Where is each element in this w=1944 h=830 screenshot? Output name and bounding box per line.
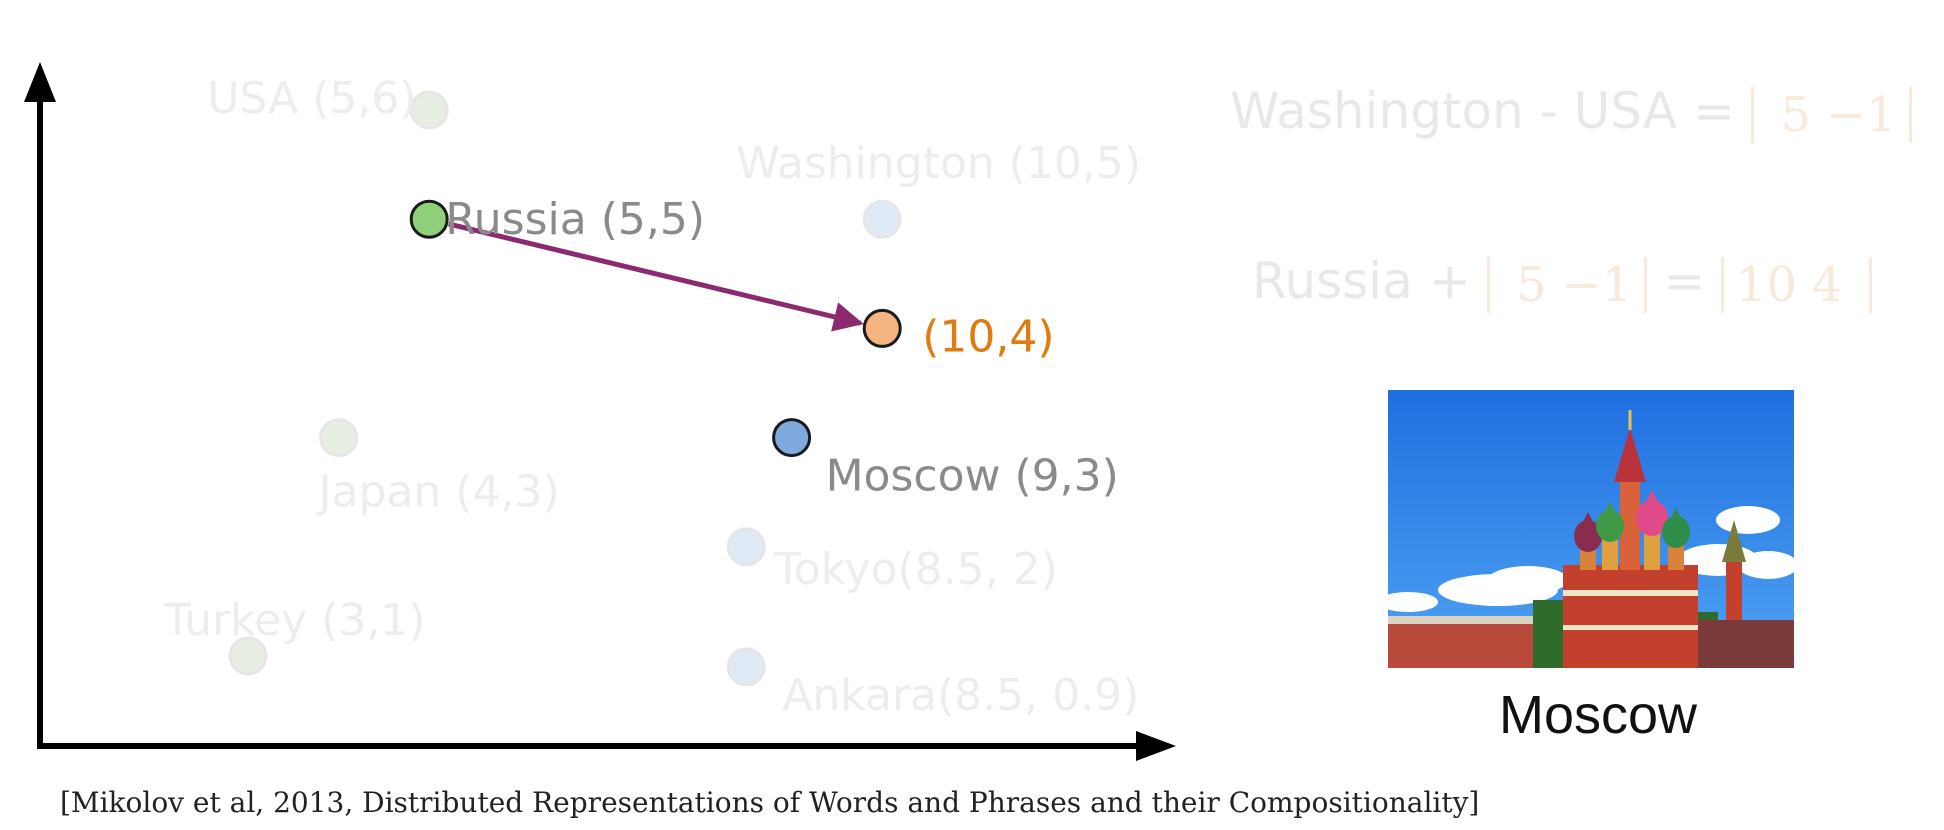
point-label: Turkey (3,1) bbox=[163, 595, 426, 646]
point-label: Japan (4,3) bbox=[316, 467, 560, 518]
data-point bbox=[409, 199, 449, 239]
point-label: Ankara(8.5, 0.9) bbox=[782, 670, 1139, 721]
vector-component: 4 bbox=[1811, 256, 1843, 313]
x-axis-arrowhead bbox=[1136, 731, 1176, 761]
result-vector: 10 4 bbox=[1721, 256, 1873, 313]
citation: [Mikolov et al, 2013, Distributed Repres… bbox=[60, 786, 1480, 819]
data-point bbox=[772, 418, 812, 458]
difference-vector: 5 −1 bbox=[1486, 256, 1648, 313]
point-label: Moscow (9,3) bbox=[826, 451, 1119, 502]
data-point bbox=[319, 418, 359, 458]
equation-lhs: Washington - USA = bbox=[1230, 82, 1735, 140]
point-label: Washington (10,5) bbox=[736, 138, 1141, 189]
point-label: USA (5,6) bbox=[207, 73, 416, 124]
vector-component: 10 bbox=[1736, 256, 1798, 313]
data-point bbox=[409, 90, 449, 130]
equals-sign: = bbox=[1663, 252, 1706, 310]
y-axis-arrowhead bbox=[24, 62, 56, 102]
point-label: (10,4) bbox=[922, 311, 1054, 362]
point-label: Tokyo(8.5, 2) bbox=[773, 544, 1057, 595]
data-point bbox=[726, 647, 766, 687]
vector-component: −1 bbox=[1825, 86, 1897, 143]
moscow-photo bbox=[1388, 390, 1794, 668]
data-point bbox=[862, 308, 902, 348]
data-point bbox=[228, 636, 268, 676]
difference-vector: 5 −1 bbox=[1750, 86, 1912, 143]
data-point bbox=[726, 527, 766, 567]
equation-lhs: Russia + bbox=[1252, 252, 1471, 310]
point-label: Russia (5,5) bbox=[445, 194, 705, 245]
vector-component: 5 bbox=[1780, 86, 1812, 143]
vector-arrow bbox=[448, 221, 864, 332]
equation-russia-plus-vector: Russia + 5 −1 = 10 4 bbox=[1252, 252, 1873, 313]
photo-caption: Moscow bbox=[1498, 685, 1698, 745]
vector-component: −1 bbox=[1561, 256, 1633, 313]
data-point bbox=[862, 199, 902, 239]
vector-component: 5 bbox=[1516, 256, 1547, 313]
equation-washington-minus-usa: Washington - USA = 5 −1 bbox=[1230, 82, 1912, 143]
st-basils-cathedral-image bbox=[1388, 390, 1794, 668]
